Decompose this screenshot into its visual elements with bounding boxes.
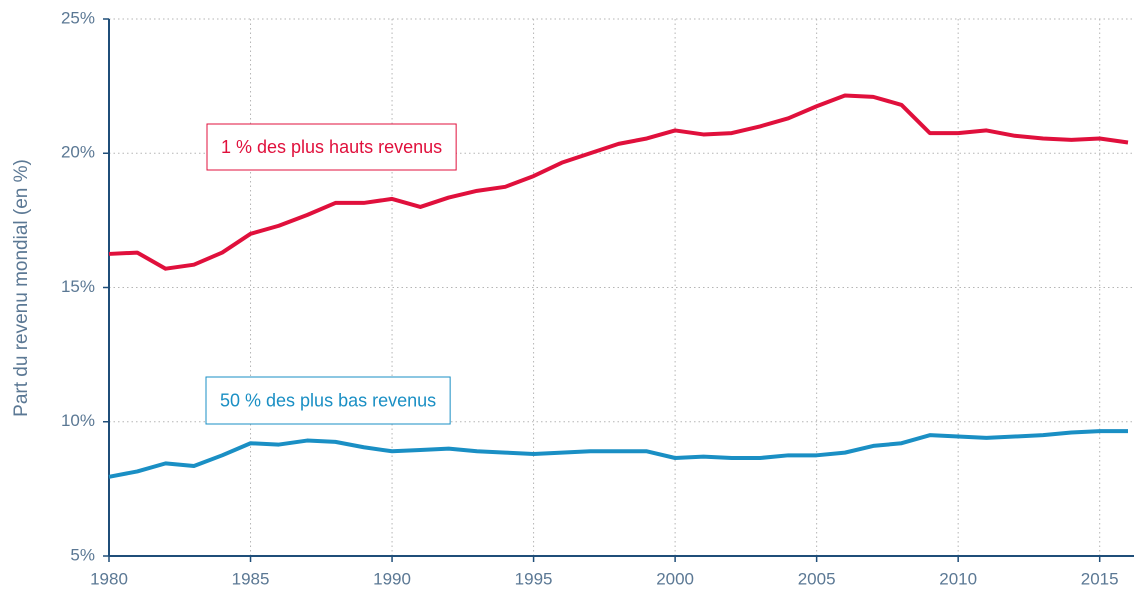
x-tick-label: 2005	[798, 569, 836, 588]
x-tick-label: 1990	[373, 569, 411, 588]
line-series	[108, 429, 1128, 479]
x-tick-label: 2000	[656, 569, 694, 588]
line-series	[108, 93, 1129, 271]
series-label: 1 % des plus hauts revenus	[221, 137, 442, 157]
x-tick-label: 1995	[515, 569, 553, 588]
series-label-box	[205, 376, 451, 425]
y-tick-label: 10%	[61, 411, 95, 430]
x-tick-label: 1980	[90, 569, 128, 588]
x-tick-label: 2015	[1081, 569, 1119, 588]
x-tick-label: 1985	[232, 569, 270, 588]
series-label: 50 % des plus bas revenus	[220, 390, 436, 410]
series-label-box	[206, 123, 457, 171]
y-tick-label: 20%	[61, 143, 95, 162]
y-tick-label: 5%	[70, 545, 95, 564]
y-tick-label: 25%	[61, 8, 95, 27]
y-tick-label: 15%	[61, 277, 95, 296]
y-axis-label: Part du revenu mondial (en %)	[11, 159, 32, 417]
x-tick-label: 2010	[939, 569, 977, 588]
